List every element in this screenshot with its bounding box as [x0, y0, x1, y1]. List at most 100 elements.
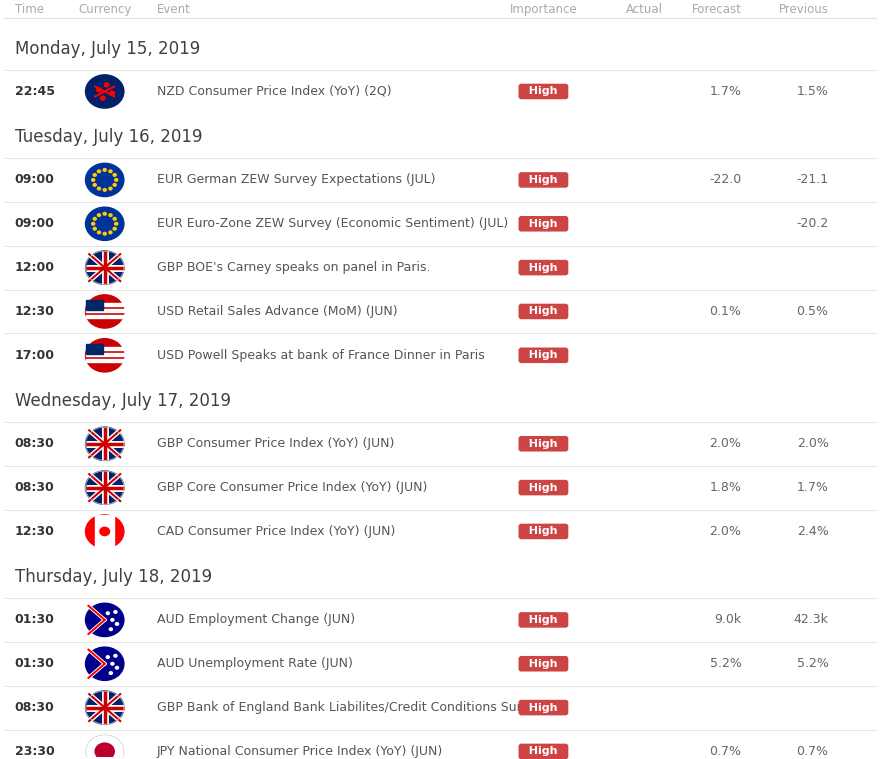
- FancyBboxPatch shape: [85, 310, 124, 312]
- Text: High: High: [522, 263, 566, 272]
- Text: Actual: Actual: [626, 2, 663, 16]
- Text: 0.5%: 0.5%: [796, 305, 829, 318]
- Text: 09:00: 09:00: [15, 173, 55, 187]
- Circle shape: [110, 91, 115, 95]
- Circle shape: [85, 735, 124, 759]
- Circle shape: [113, 184, 116, 186]
- Text: 0.7%: 0.7%: [796, 745, 829, 758]
- Text: AUD Employment Change (JUN): AUD Employment Change (JUN): [157, 613, 355, 626]
- Circle shape: [85, 339, 124, 372]
- Text: 12:30: 12:30: [15, 305, 55, 318]
- Text: 12:00: 12:00: [15, 261, 55, 274]
- Text: 1.7%: 1.7%: [709, 85, 742, 98]
- Text: Previous: Previous: [779, 2, 829, 16]
- Circle shape: [109, 214, 112, 216]
- Circle shape: [103, 168, 107, 172]
- Text: 08:30: 08:30: [15, 437, 55, 450]
- Circle shape: [85, 515, 124, 548]
- Text: 01:30: 01:30: [15, 613, 55, 626]
- Circle shape: [85, 75, 124, 108]
- Text: EUR German ZEW Survey Expectations (JUL): EUR German ZEW Survey Expectations (JUL): [157, 173, 435, 187]
- Text: 42.3k: 42.3k: [794, 613, 829, 626]
- Circle shape: [115, 178, 118, 181]
- Text: 08:30: 08:30: [15, 481, 55, 494]
- FancyBboxPatch shape: [85, 353, 124, 356]
- Circle shape: [85, 691, 124, 724]
- Circle shape: [92, 178, 95, 181]
- Circle shape: [103, 213, 107, 215]
- FancyBboxPatch shape: [85, 348, 124, 351]
- Text: Currency: Currency: [78, 2, 132, 16]
- Circle shape: [103, 188, 107, 191]
- Text: 1.8%: 1.8%: [709, 481, 742, 494]
- Text: 2.0%: 2.0%: [709, 437, 742, 450]
- Text: High: High: [522, 439, 566, 449]
- Text: High: High: [522, 527, 566, 537]
- Text: Importance: Importance: [509, 2, 577, 16]
- FancyBboxPatch shape: [85, 300, 103, 310]
- Text: Monday, July 15, 2019: Monday, July 15, 2019: [15, 39, 200, 58]
- FancyBboxPatch shape: [95, 515, 115, 548]
- Text: 08:30: 08:30: [15, 701, 55, 714]
- Text: 1.7%: 1.7%: [796, 481, 829, 494]
- Circle shape: [107, 656, 109, 658]
- Text: 1.5%: 1.5%: [796, 85, 829, 98]
- Text: -21.1: -21.1: [796, 173, 829, 187]
- Circle shape: [115, 666, 119, 669]
- Text: High: High: [522, 87, 566, 96]
- Text: USD Retail Sales Advance (MoM) (JUN): USD Retail Sales Advance (MoM) (JUN): [157, 305, 397, 318]
- Circle shape: [85, 427, 124, 461]
- Circle shape: [98, 187, 100, 190]
- Circle shape: [85, 207, 124, 241]
- Text: -20.2: -20.2: [796, 217, 829, 230]
- Circle shape: [92, 222, 95, 225]
- Text: EUR Euro-Zone ZEW Survey (Economic Sentiment) (JUL): EUR Euro-Zone ZEW Survey (Economic Senti…: [157, 217, 508, 230]
- Circle shape: [107, 612, 109, 615]
- Circle shape: [113, 228, 116, 230]
- Circle shape: [85, 471, 124, 504]
- Text: High: High: [522, 351, 566, 361]
- Circle shape: [85, 647, 124, 680]
- Circle shape: [93, 217, 96, 220]
- Circle shape: [103, 232, 107, 235]
- Text: 2.0%: 2.0%: [796, 437, 829, 450]
- Text: 9.0k: 9.0k: [714, 613, 742, 626]
- Text: High: High: [522, 703, 566, 713]
- Circle shape: [100, 528, 109, 536]
- Text: Thursday, July 18, 2019: Thursday, July 18, 2019: [15, 568, 212, 586]
- Text: 22:45: 22:45: [15, 85, 55, 98]
- Text: CAD Consumer Price Index (YoY) (JUN): CAD Consumer Price Index (YoY) (JUN): [157, 525, 396, 538]
- Text: Event: Event: [157, 2, 191, 16]
- Circle shape: [115, 622, 119, 625]
- Text: High: High: [522, 175, 566, 185]
- Circle shape: [98, 231, 100, 234]
- Circle shape: [111, 619, 114, 621]
- Text: High: High: [522, 307, 566, 317]
- Circle shape: [111, 663, 114, 665]
- FancyBboxPatch shape: [85, 359, 124, 362]
- Text: Tuesday, July 16, 2019: Tuesday, July 16, 2019: [15, 128, 203, 146]
- Text: 12:30: 12:30: [15, 525, 55, 538]
- Circle shape: [97, 88, 101, 92]
- Circle shape: [98, 170, 100, 172]
- Text: 0.7%: 0.7%: [709, 745, 742, 758]
- Circle shape: [115, 222, 118, 225]
- Text: High: High: [522, 219, 566, 228]
- Text: AUD Unemployment Rate (JUN): AUD Unemployment Rate (JUN): [157, 657, 353, 670]
- Circle shape: [85, 251, 124, 285]
- Circle shape: [98, 214, 100, 216]
- Text: 0.1%: 0.1%: [709, 305, 742, 318]
- Text: High: High: [522, 615, 566, 625]
- Circle shape: [113, 217, 116, 220]
- Circle shape: [93, 228, 96, 230]
- Circle shape: [109, 672, 113, 675]
- Text: 2.4%: 2.4%: [797, 525, 829, 538]
- Text: Forecast: Forecast: [692, 2, 742, 16]
- Circle shape: [95, 743, 115, 759]
- Text: 2.0%: 2.0%: [709, 525, 742, 538]
- FancyBboxPatch shape: [85, 344, 103, 354]
- Text: High: High: [522, 746, 566, 757]
- Text: 23:30: 23:30: [15, 745, 55, 758]
- Circle shape: [113, 174, 116, 176]
- FancyBboxPatch shape: [85, 304, 124, 307]
